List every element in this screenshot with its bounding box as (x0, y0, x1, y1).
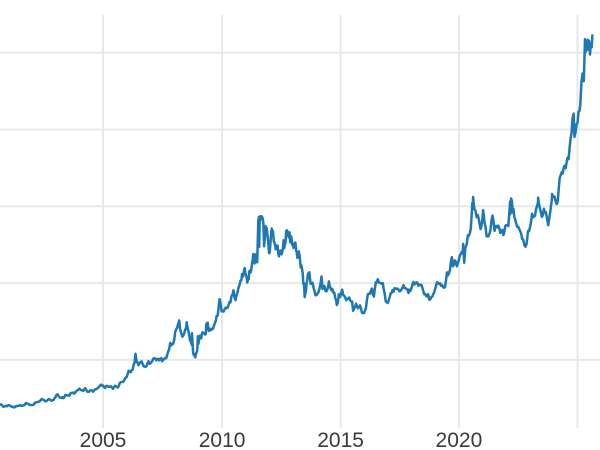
svg-text:2010: 2010 (199, 429, 246, 450)
svg-text:2005: 2005 (80, 429, 127, 450)
svg-text:2015: 2015 (317, 429, 364, 450)
svg-text:2020: 2020 (436, 429, 483, 450)
